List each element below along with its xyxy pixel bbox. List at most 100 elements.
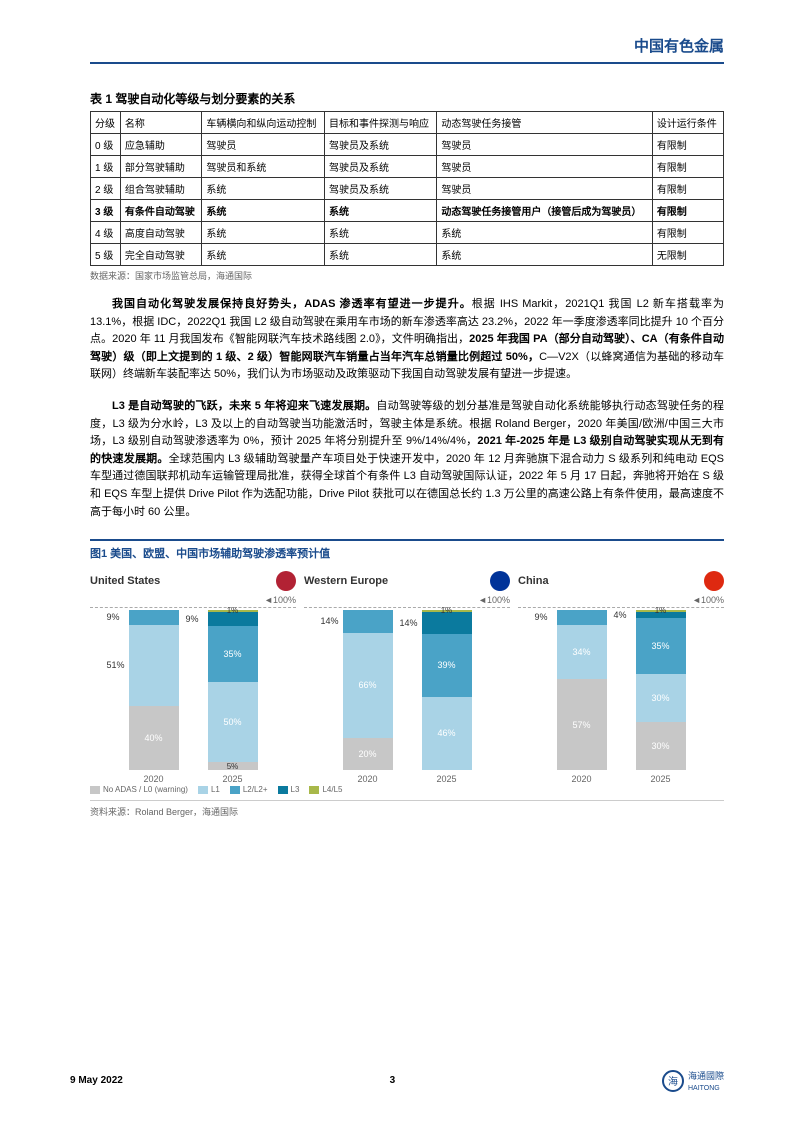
table-cell: 系统 [202,200,325,222]
footer-logo-sub: HAITONG [688,1085,720,1092]
chart-panel: China ◄100% 57%34%9%2020 30%30%35%4%1%2025 [518,571,724,777]
bar-year-label: 2020 [143,774,163,784]
table-cell: 有限制 [652,134,723,156]
legend-label: L4/L5 [322,785,342,794]
table-cell: 系统 [325,200,437,222]
table-header: 分级 [91,112,121,134]
footer-logo-text: 海通國際 [688,1071,724,1081]
table1-source: 数据来源：国家市场监管总局，海通国际 [90,269,724,282]
legend-item: L4/L5 [309,785,342,794]
table-cell: 应急辅助 [120,134,201,156]
chart-panel: United States◄100%40%51%9%20205%50%35%9%… [90,571,296,777]
bar-segment: 30% [636,674,686,722]
main-content: 表 1 驾驶自动化等级与划分要素的关系 分级名称车辆横向和纵向运动控制目标和事件… [90,90,724,818]
chart-source: 资料来源：Roland Berger，海通国际 [90,800,724,818]
footer-date: 9 May 2022 [70,1075,123,1086]
table-cell: 3 级 [91,200,121,222]
table-header: 目标和事件探测与响应 [325,112,437,134]
chart-panel: Western Europe ◄100% 20%66%14%2020 46%39%14… [304,571,510,777]
legend-item: L3 [278,785,300,794]
table-header: 车辆横向和纵向运动控制 [202,112,325,134]
legend-swatch [278,786,288,794]
legend-item: No ADAS / L0 (warning) [90,785,188,794]
table-cell: 部分驾驶辅助 [120,156,201,178]
table-cell: 有限制 [652,156,723,178]
bar-column: 30%30%35%4%1%2025 [633,610,688,777]
bar-segment: 40% [129,706,179,770]
table-cell: 驾驶员 [202,134,325,156]
legend-label: L1 [211,785,220,794]
bar-segment: 35% [636,618,686,674]
bar-year-label: 2020 [357,774,377,784]
legend-label: No ADAS / L0 (warning) [103,785,188,794]
table-cell: 系统 [325,244,437,266]
body-paragraph: 我国自动化驾驶发展保持良好势头，ADAS 渗透率有望进一步提升。根据 IHS M… [90,296,724,384]
table-row: 1 级部分驾驶辅助驾驶员和系统驾驶员及系统驾驶员有限制 [91,156,724,178]
haitong-logo-icon: 海 [662,1070,684,1092]
table-cell: 2 级 [91,178,121,200]
ref-line-label: ◄100% [304,595,510,605]
flag-icon [704,571,724,591]
table-cell: 驾驶员 [437,156,652,178]
table-cell: 系统 [202,244,325,266]
bar-segment: 1% [636,610,686,612]
table-cell: 动态驾驶任务接管用户（接管后成为驾驶员） [437,200,652,222]
bar-segment: 20% [343,738,393,770]
bar-year-label: 2025 [436,774,456,784]
bar-segment: 35% [208,626,258,682]
table-cell: 0 级 [91,134,121,156]
footer-page: 3 [390,1075,396,1086]
table-cell: 驾驶员和系统 [202,156,325,178]
table-header: 动态驾驶任务接管 [437,112,652,134]
bar-segment: 9% [557,610,607,624]
panel-name: China [518,575,549,587]
bar-year-label: 2025 [650,774,670,784]
bar-segment: 14% [343,610,393,632]
table-cell: 有条件自动驾驶 [120,200,201,222]
bar-segment: 66% [343,633,393,739]
table-cell: 无限制 [652,244,723,266]
table-row: 5 级完全自动驾驶系统系统系统无限制 [91,244,724,266]
legend-swatch [230,786,240,794]
table-cell: 5 级 [91,244,121,266]
table-cell: 驾驶员及系统 [325,178,437,200]
table-row: 3 级有条件自动驾驶系统系统动态驾驶任务接管用户（接管后成为驾驶员）有限制 [91,200,724,222]
table-cell: 系统 [437,244,652,266]
chart-section: 图1 美国、欧盟、中国市场辅助驾驶渗透率预计值 United States◄10… [90,539,724,818]
legend-label: L3 [291,785,300,794]
bar-column: 46%39%14%1%2025 [419,610,474,777]
bar-segment: 57% [557,679,607,770]
table-cell: 系统 [202,222,325,244]
legend-item: L1 [198,785,220,794]
bar-segment: 39% [422,634,472,696]
table-cell: 完全自动驾驶 [120,244,201,266]
bar-segment: 1% [208,610,258,612]
legend-swatch [90,786,100,794]
bar-year-label: 2020 [571,774,591,784]
bar-segment: 30% [636,722,686,770]
table-cell: 驾驶员 [437,178,652,200]
table-cell: 系统 [202,178,325,200]
footer-logo: 海 海通國際 HAITONG [662,1069,724,1092]
flag-icon [276,571,296,591]
legend-item: L2/L2+ [230,785,268,794]
legend-swatch [198,786,208,794]
bar-segment: 1% [422,610,472,612]
bar-segment: 34% [557,625,607,679]
body-paragraph: L3 是自动驾驶的飞跃，未来 5 年将迎来飞速发展期。自动驾驶等级的划分基准是驾… [90,398,724,521]
table-row: 4 级高度自动驾驶系统系统系统有限制 [91,222,724,244]
bar-column: 20%66%14%2020 [340,610,395,777]
table-cell: 有限制 [652,200,723,222]
table-header: 名称 [120,112,201,134]
ref-line-label: ◄100% [518,595,724,605]
page-footer: 9 May 2022 3 海 海通國際 HAITONG [70,1069,724,1092]
legend-label: L2/L2+ [243,785,268,794]
bar-column: 40%51%9%2020 [126,610,181,777]
panel-name: Western Europe [304,575,388,587]
table-cell: 4 级 [91,222,121,244]
table-cell: 1 级 [91,156,121,178]
bar-column: 57%34%9%2020 [554,610,609,777]
bar-segment: 50% [208,682,258,762]
table-cell: 组合驾驶辅助 [120,178,201,200]
table-row: 0 级应急辅助驾驶员驾驶员及系统驾驶员有限制 [91,134,724,156]
